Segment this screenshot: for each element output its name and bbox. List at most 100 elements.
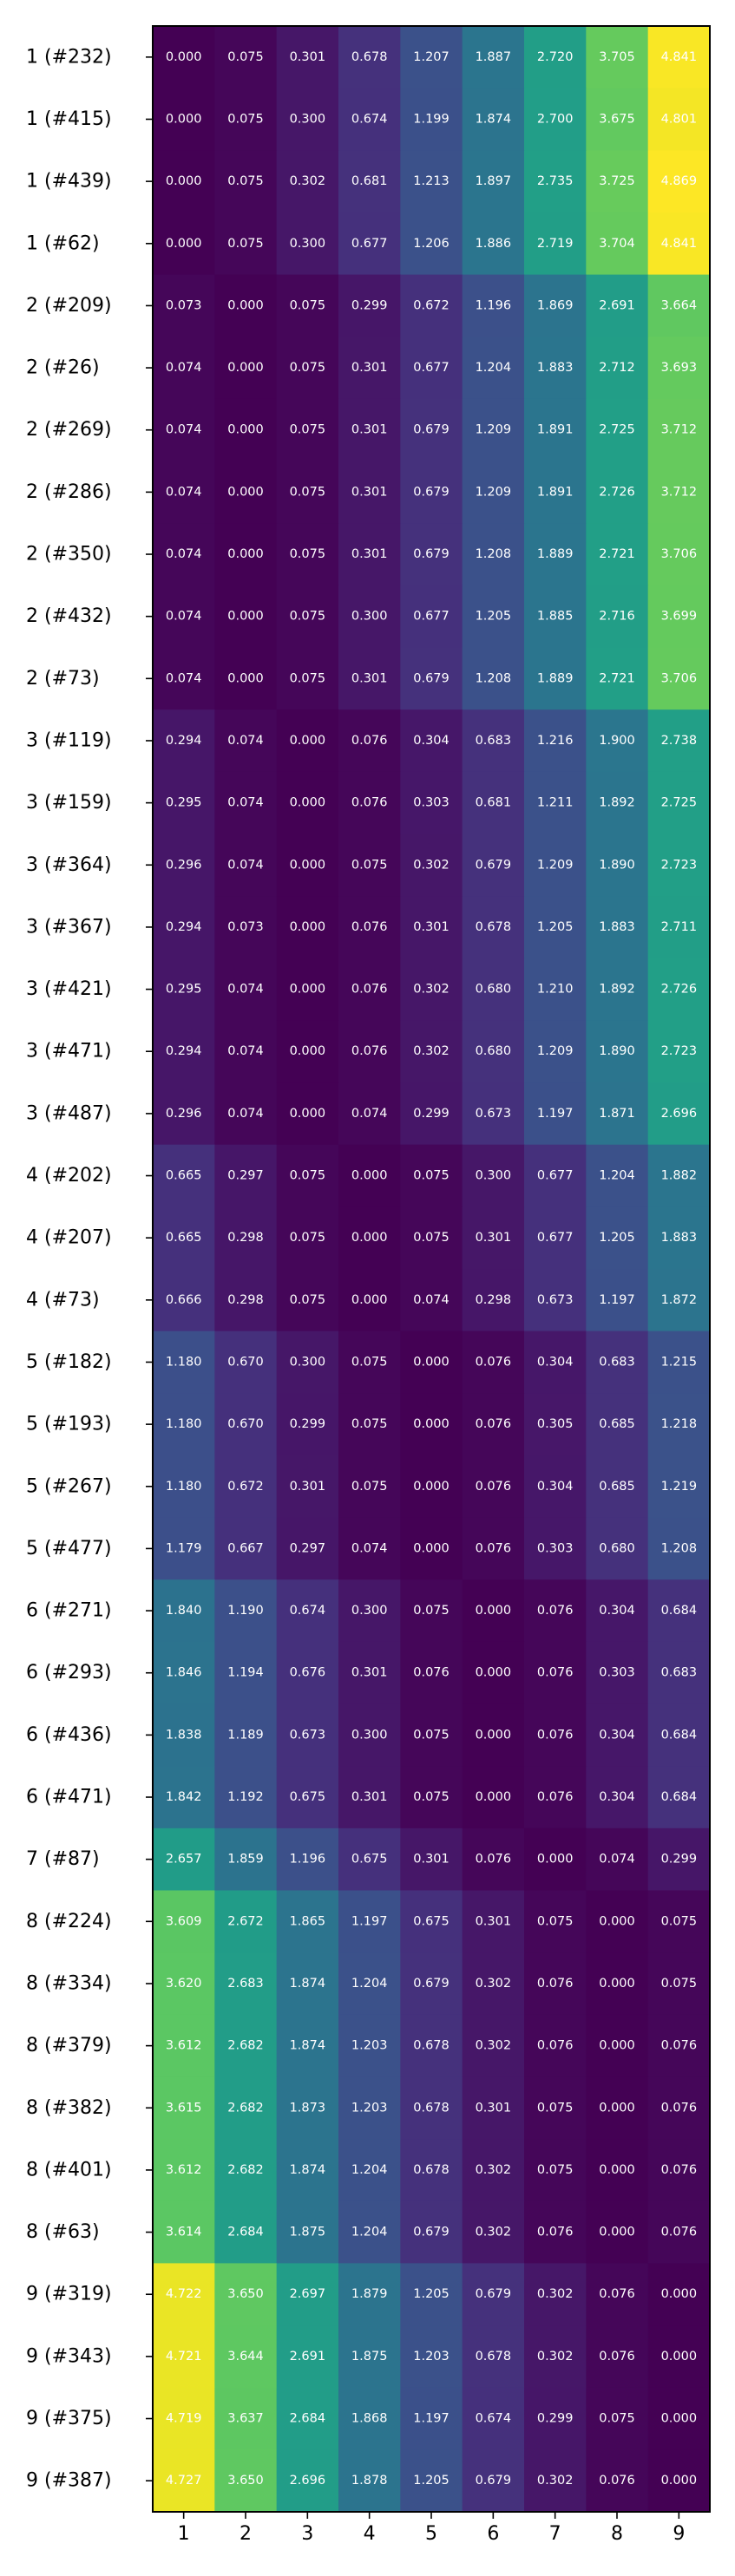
heatmap-cell-r31-c4: [400, 1952, 463, 2016]
heatmap-cell-r25-c8: [647, 1579, 711, 1643]
cell-value-label: 0.075: [227, 174, 264, 188]
cell-value-label: 0.076: [537, 2039, 574, 2053]
cell-value-label: 4.727: [166, 2474, 202, 2488]
heatmap-cell-r8-c6: [524, 523, 587, 586]
cell-value-label: 3.644: [227, 2350, 264, 2364]
heatmap-cell-r16-c7: [586, 1020, 649, 1083]
cell-value-label: 1.204: [599, 1169, 635, 1183]
heatmap-cell-r22-c2: [276, 1393, 339, 1456]
cell-value-label: 0.074: [227, 858, 264, 872]
cell-value-label: 0.294: [166, 1044, 202, 1058]
y-tick-label: 3 (#367): [26, 916, 112, 938]
cell-value-label: 1.838: [166, 1728, 202, 1742]
cell-value-label: 0.075: [537, 2163, 574, 2177]
cell-value-label: 1.179: [166, 1541, 202, 1555]
heatmap-cell-r33-c3: [338, 2076, 401, 2140]
cell-value-label: 3.712: [661, 485, 698, 499]
cell-value-label: 0.074: [599, 1853, 635, 1867]
heatmap-cell-r23-c0: [153, 1455, 215, 1519]
cell-value-label: 0.298: [227, 1293, 264, 1307]
heatmap-cell-r32-c7: [586, 2014, 649, 2078]
heatmap-cell-r15-c8: [647, 958, 711, 1021]
heatmap-cell-r32-c0: [153, 2014, 215, 2078]
cell-value-label: 2.719: [537, 237, 574, 251]
cell-value-label: 3.614: [166, 2226, 202, 2239]
cell-value-label: 0.073: [227, 920, 264, 934]
cell-value-label: 1.868: [351, 2412, 388, 2426]
cell-value-label: 2.672: [227, 1914, 264, 1928]
heatmap-cell-r24-c7: [586, 1517, 649, 1580]
heatmap-cell-r35-c6: [524, 2200, 587, 2264]
heatmap-cell-r32-c1: [214, 2014, 278, 2078]
heatmap-cell-r5-c3: [338, 337, 401, 400]
heatmap-cell-r23-c7: [586, 1455, 649, 1519]
heatmap-cell-r6-c3: [338, 398, 401, 462]
cell-value-label: 0.673: [537, 1293, 574, 1307]
heatmap-cell-r38-c3: [338, 2387, 401, 2450]
heatmap-cell-r20-c8: [647, 1269, 711, 1332]
cell-value-label: 0.679: [413, 1977, 450, 1991]
y-tick-label: 2 (#286): [26, 481, 112, 503]
heatmap-cell-r24-c3: [338, 1517, 401, 1580]
cell-value-label: 0.074: [227, 796, 264, 810]
cell-value-label: 0.075: [290, 610, 326, 624]
cell-value-label: 1.892: [599, 983, 635, 997]
heatmap-cell-r37-c6: [524, 2325, 587, 2389]
heatmap-cell-r15-c1: [214, 958, 278, 1021]
heatmap-cell-r16-c6: [524, 1020, 587, 1083]
heatmap-cell-r38-c1: [214, 2387, 278, 2450]
cell-value-label: 0.302: [476, 2163, 512, 2177]
cell-value-label: 0.672: [227, 1480, 264, 1494]
y-tick-label: 1 (#62): [26, 232, 100, 254]
cell-value-label: 3.706: [661, 547, 698, 561]
cell-value-label: 0.075: [661, 1977, 698, 1991]
heatmap-cell-r29-c1: [214, 1827, 278, 1892]
heatmap-cell-r10-c2: [276, 647, 339, 710]
cell-value-label: 0.076: [537, 1728, 574, 1742]
y-tick-label: 9 (#343): [26, 2345, 112, 2367]
x-tick-label: 9: [673, 2523, 685, 2545]
y-tick-label: 2 (#432): [26, 605, 112, 627]
cell-value-label: 0.301: [351, 1666, 388, 1680]
heatmap-cell-r12-c5: [462, 771, 525, 835]
cell-value-label: 1.197: [351, 1914, 388, 1928]
heatmap-cell-r4-c5: [462, 274, 525, 337]
cell-value-label: 1.180: [166, 1417, 202, 1431]
cell-value-label: 0.300: [290, 112, 326, 126]
cell-value-label: 1.210: [537, 983, 574, 997]
y-tick-label: 3 (#159): [26, 792, 112, 814]
heatmap-cell-r4-c4: [400, 274, 463, 337]
cell-value-label: 0.300: [476, 1169, 512, 1183]
heatmap-cell-r7-c4: [400, 461, 463, 524]
heatmap-cell-r39-c5: [462, 2449, 525, 2513]
cell-value-label: 0.076: [351, 920, 388, 934]
heatmap-cell-r2-c6: [524, 150, 587, 213]
cell-value-label: 1.180: [166, 1480, 202, 1494]
cell-value-label: 0.296: [166, 858, 202, 872]
cell-value-label: 0.075: [599, 2412, 635, 2426]
heatmap-cell-r32-c8: [647, 2014, 711, 2078]
y-tick-label: 2 (#209): [26, 295, 112, 317]
cell-value-label: 0.295: [166, 983, 202, 997]
heatmap-cell-r29-c7: [586, 1827, 649, 1892]
heatmap-cell-r15-c5: [462, 958, 525, 1021]
cell-value-label: 2.691: [599, 298, 635, 312]
cell-value-label: 0.074: [227, 1107, 264, 1121]
cell-value-label: 0.675: [290, 1790, 326, 1804]
heatmap-cell-r6-c1: [214, 398, 278, 462]
heatmap-cell-r24-c8: [647, 1517, 711, 1580]
cell-value-label: 1.204: [351, 2226, 388, 2239]
heatmap-cell-r1-c2: [276, 88, 339, 151]
y-tick-label: 3 (#364): [26, 854, 112, 876]
heatmap-cell-r29-c6: [524, 1827, 587, 1892]
heatmap-cell-r26-c4: [400, 1641, 463, 1705]
heatmap-cell-r27-c4: [400, 1703, 463, 1767]
heatmap-cell-r22-c4: [400, 1393, 463, 1456]
heatmap-cell-r8-c0: [153, 523, 215, 586]
cell-value-label: 1.189: [227, 1728, 264, 1742]
cell-value-label: 0.684: [661, 1790, 698, 1804]
heatmap-cell-r18-c1: [214, 1144, 278, 1207]
heatmap-cell-r18-c6: [524, 1144, 587, 1207]
heatmap-cell-r4-c8: [647, 274, 711, 337]
heatmap-cell-r7-c5: [462, 461, 525, 524]
